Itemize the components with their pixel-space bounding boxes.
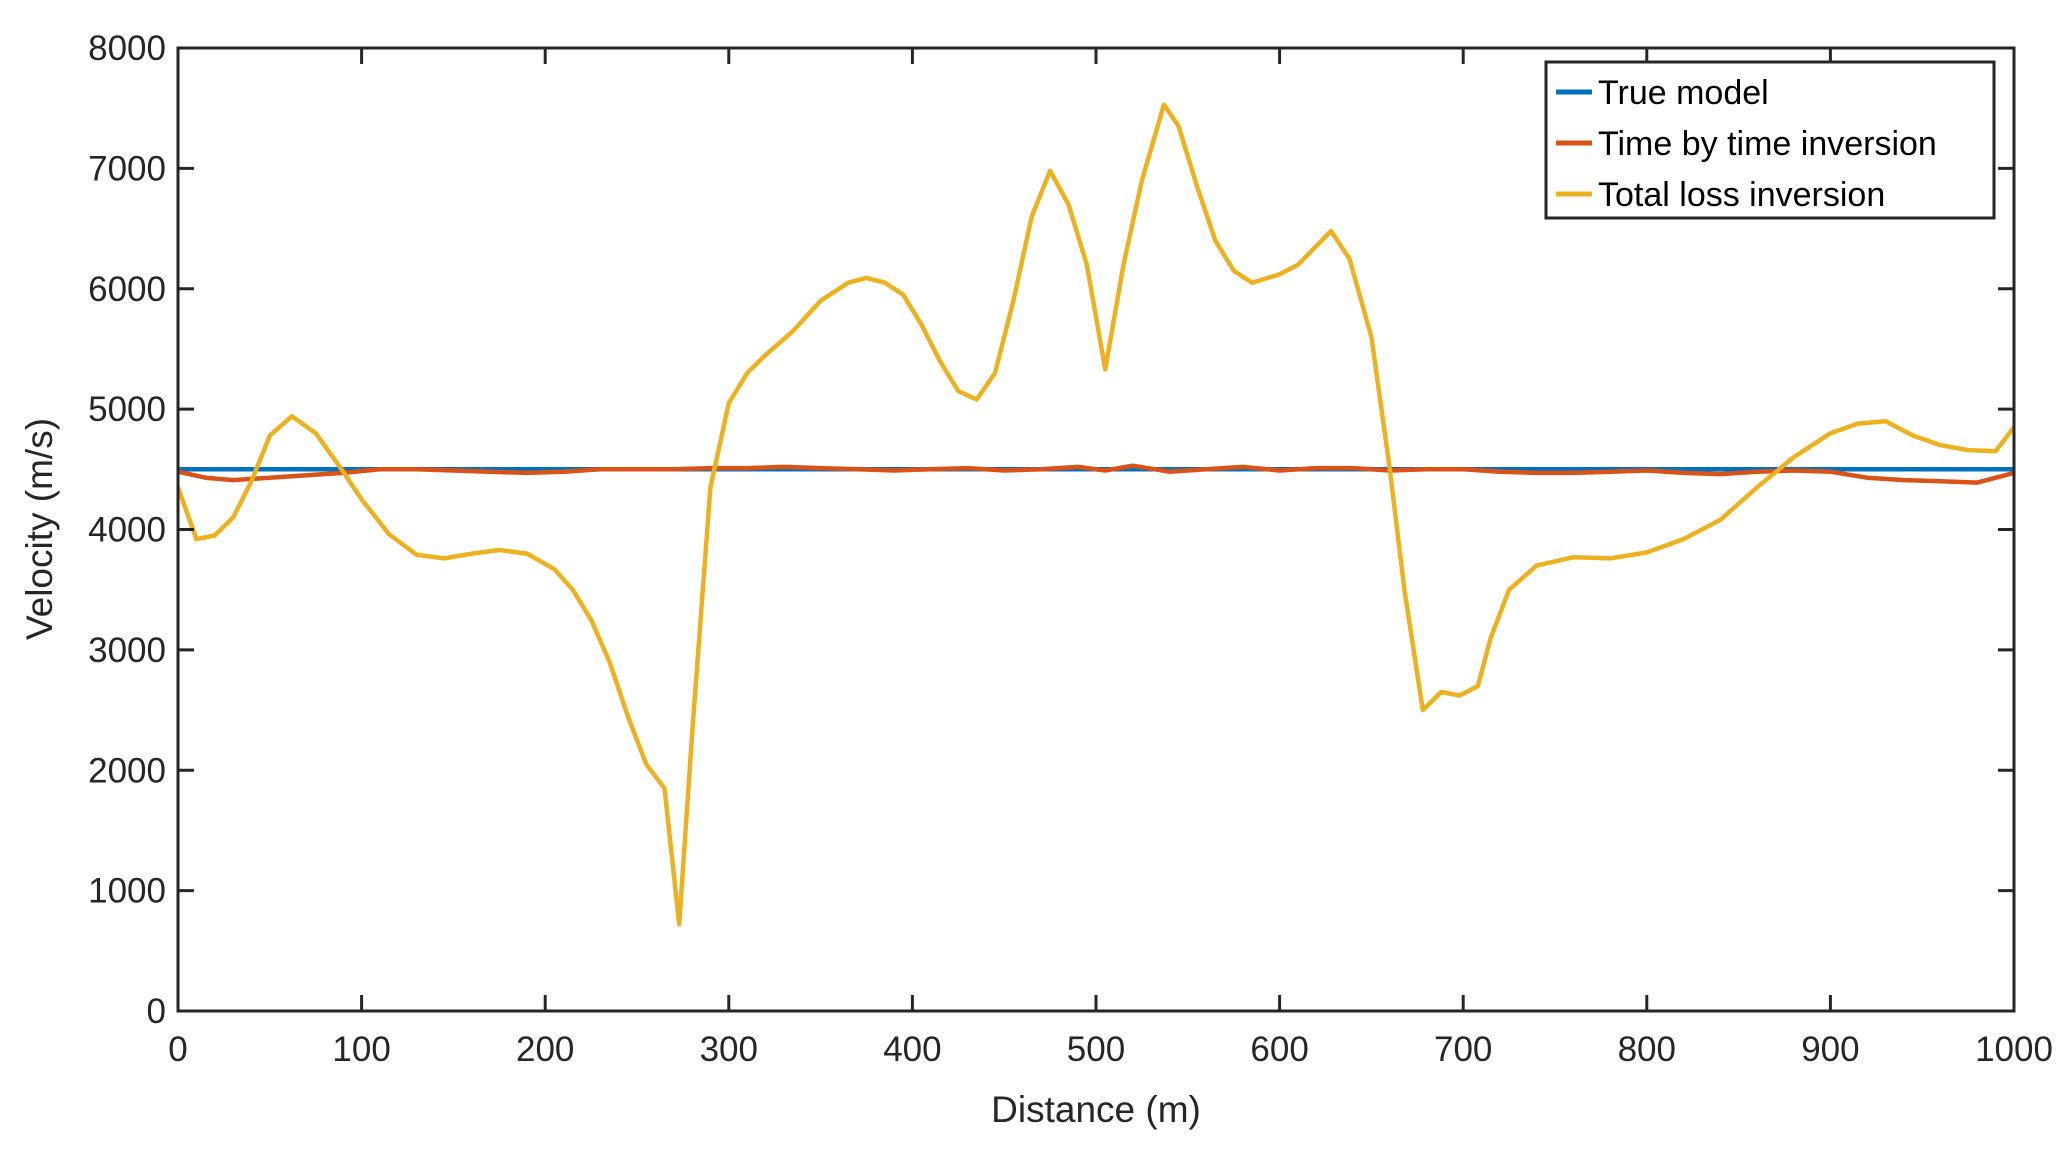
- y-tick-label: 3000: [88, 631, 166, 670]
- legend: True model Time by time inversion Total lo…: [1544, 60, 1996, 220]
- y-tick-label: 4000: [88, 511, 166, 550]
- series-line-time-by-time-inversion: [178, 463, 2014, 485]
- x-axis-label: Distance (m): [991, 1089, 1201, 1130]
- x-tick-label: 200: [516, 1030, 574, 1069]
- x-tick-label: 800: [1618, 1030, 1676, 1069]
- y-tick-label: 2000: [88, 751, 166, 790]
- x-tick-label: 300: [700, 1030, 758, 1069]
- x-tick-label: 100: [332, 1030, 390, 1069]
- x-tick-label: 500: [1067, 1030, 1125, 1069]
- y-axis-label: Velocity (m/s): [19, 418, 60, 640]
- y-tick-label: 8000: [88, 29, 166, 68]
- legend-label-total-loss-inversion: Total loss inversion: [1598, 176, 1885, 214]
- legend-label-time-by-time-inversion: Time by time inversion: [1598, 125, 1937, 163]
- series-group: [178, 102, 2014, 927]
- y-tick-label: 7000: [88, 149, 166, 188]
- legend-label-true-model: True model: [1598, 74, 1769, 112]
- x-tick-label: 400: [883, 1030, 941, 1069]
- x-tick-label: 700: [1434, 1030, 1492, 1069]
- y-tick-label: 6000: [88, 270, 166, 309]
- x-axis: 0 100 200 300 400 500 600 700 800 900 1000: [168, 48, 2053, 1069]
- y-axis: 0 1000 2000 3000 4000 5000 6000 7000 8000: [88, 29, 2014, 1031]
- x-tick-label: 600: [1250, 1030, 1308, 1069]
- y-tick-label: 1000: [88, 872, 166, 911]
- x-tick-label: 0: [168, 1030, 187, 1069]
- series-line-total-loss-inversion: [178, 102, 2014, 927]
- legend-box: [1544, 60, 1996, 220]
- y-tick-label: 0: [147, 992, 166, 1031]
- y-tick-label: 5000: [88, 390, 166, 429]
- x-tick-label: 1000: [1975, 1030, 2053, 1069]
- x-tick-label: 900: [1801, 1030, 1859, 1069]
